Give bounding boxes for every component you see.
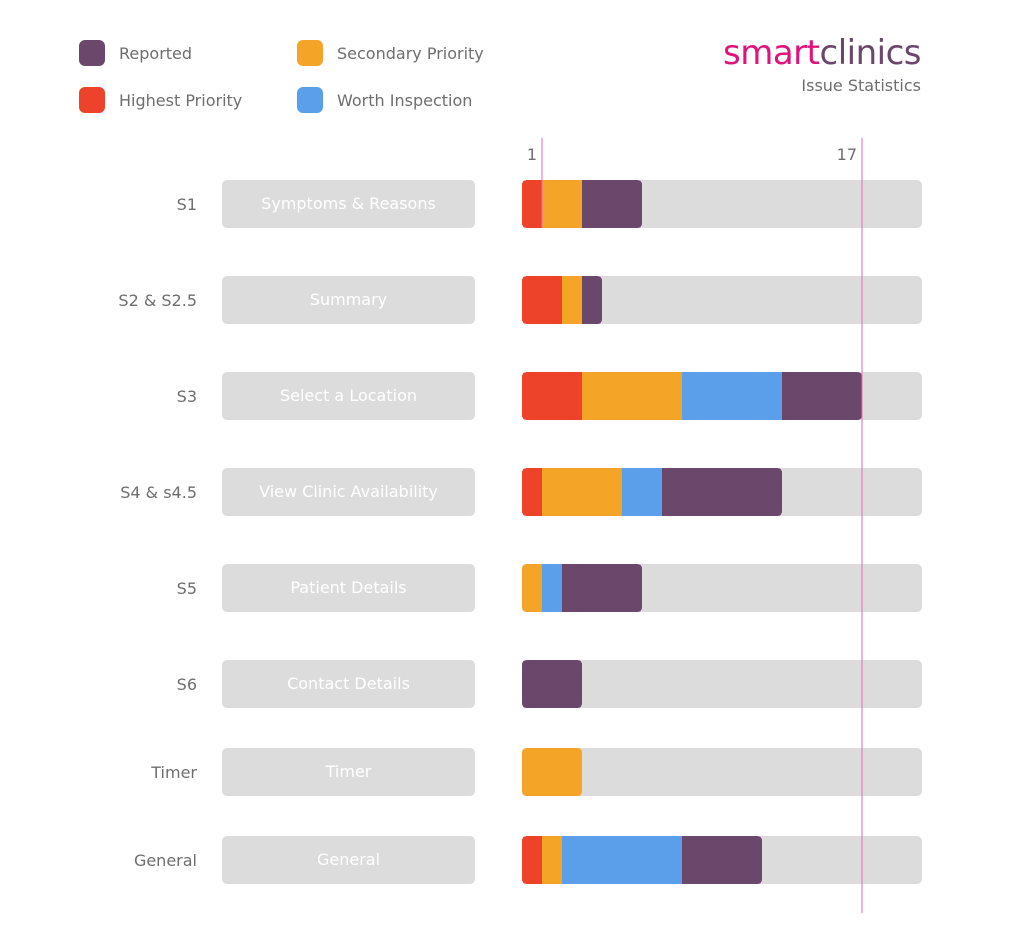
brand-logo-part2: clinics bbox=[819, 33, 922, 73]
legend-item-reported: Reported bbox=[79, 40, 192, 66]
category-box bbox=[222, 276, 475, 324]
bar-track bbox=[522, 748, 922, 796]
bar-segment-highest-priority bbox=[522, 468, 543, 516]
bar-track bbox=[522, 660, 922, 708]
legend-label: Reported bbox=[119, 43, 193, 63]
category-box bbox=[222, 660, 475, 708]
bar-segment-secondary-priority bbox=[542, 468, 623, 516]
bar-segment-reported bbox=[582, 276, 602, 324]
category-name: Summary bbox=[310, 290, 387, 309]
row-label: Timer bbox=[150, 763, 197, 782]
bar-segment-highest-priority bbox=[522, 276, 563, 324]
bar-segment-worth-inspection bbox=[562, 836, 683, 884]
category-name: Patient Details bbox=[290, 578, 406, 597]
bar-segment-secondary-priority bbox=[542, 836, 563, 884]
row-label: General bbox=[134, 851, 197, 870]
category-box bbox=[222, 748, 475, 796]
row-label: S4 & s4.5 bbox=[120, 483, 197, 502]
legend-swatch bbox=[297, 87, 323, 113]
row-label: S6 bbox=[177, 675, 197, 694]
bar-segment-worth-inspection bbox=[622, 468, 663, 516]
legend-item-highest-priority: Highest Priority bbox=[79, 87, 242, 113]
bar-segment-reported bbox=[582, 180, 642, 228]
bar-stack bbox=[522, 372, 862, 420]
bar-stack bbox=[522, 564, 642, 612]
bar-segment-highest-priority bbox=[522, 836, 543, 884]
brand-logo-part1: smart bbox=[723, 33, 820, 73]
category-box bbox=[222, 372, 475, 420]
legend-label: Secondary Priority bbox=[337, 43, 484, 63]
legend-item-secondary-priority: Secondary Priority bbox=[297, 40, 484, 66]
row-label: S2 & S2.5 bbox=[118, 291, 197, 310]
bar-segment-highest-priority bbox=[522, 180, 543, 228]
category-name: General bbox=[317, 850, 380, 869]
bar-segment-worth-inspection bbox=[542, 564, 563, 612]
bar-stack bbox=[522, 748, 582, 796]
bar-segment-reported bbox=[682, 836, 762, 884]
row-label: S5 bbox=[177, 579, 197, 598]
bar-stack bbox=[522, 468, 782, 516]
legend-swatch bbox=[79, 40, 105, 66]
category-box bbox=[222, 180, 475, 228]
bar-segment-reported bbox=[782, 372, 862, 420]
brand: smartclinics Issue Statistics bbox=[723, 34, 921, 95]
bar-segment-secondary-priority bbox=[542, 180, 583, 228]
category-box bbox=[222, 468, 475, 516]
bar-stack bbox=[522, 180, 642, 228]
category-name: Contact Details bbox=[287, 674, 410, 693]
bar-segment-highest-priority bbox=[522, 372, 583, 420]
row-label: S1 bbox=[177, 195, 197, 214]
category-name: View Clinic Availability bbox=[259, 482, 438, 501]
category-name: Timer bbox=[325, 762, 372, 781]
reference-label: 1 bbox=[527, 145, 537, 164]
bar-stack bbox=[522, 276, 602, 324]
bar-track bbox=[522, 276, 922, 324]
row-label: S3 bbox=[177, 387, 197, 406]
bar-segment-secondary-priority bbox=[522, 564, 543, 612]
reference-label: 17 bbox=[837, 145, 857, 164]
legend-swatch bbox=[297, 40, 323, 66]
bar-segment-reported bbox=[662, 468, 782, 516]
bar-segment-worth-inspection bbox=[682, 372, 783, 420]
bar-segment-secondary-priority bbox=[582, 372, 683, 420]
legend-item-worth-inspection: Worth Inspection bbox=[297, 87, 472, 113]
brand-logo: smartclinics bbox=[723, 34, 921, 72]
legend-label: Worth Inspection bbox=[337, 90, 473, 110]
bar-stack bbox=[522, 836, 762, 884]
legend-label: Highest Priority bbox=[119, 90, 243, 110]
bar-segment-reported bbox=[522, 660, 582, 708]
bar-segment-reported bbox=[562, 564, 642, 612]
category-name: Select a Location bbox=[280, 386, 417, 405]
bar-stack bbox=[522, 660, 582, 708]
category-box bbox=[222, 564, 475, 612]
bar-segment-secondary-priority bbox=[522, 748, 582, 796]
bar-segment-secondary-priority bbox=[562, 276, 583, 324]
category-box bbox=[222, 836, 475, 884]
legend-swatch bbox=[79, 87, 105, 113]
brand-subtitle: Issue Statistics bbox=[801, 76, 921, 95]
category-name: Symptoms & Reasons bbox=[261, 194, 436, 213]
